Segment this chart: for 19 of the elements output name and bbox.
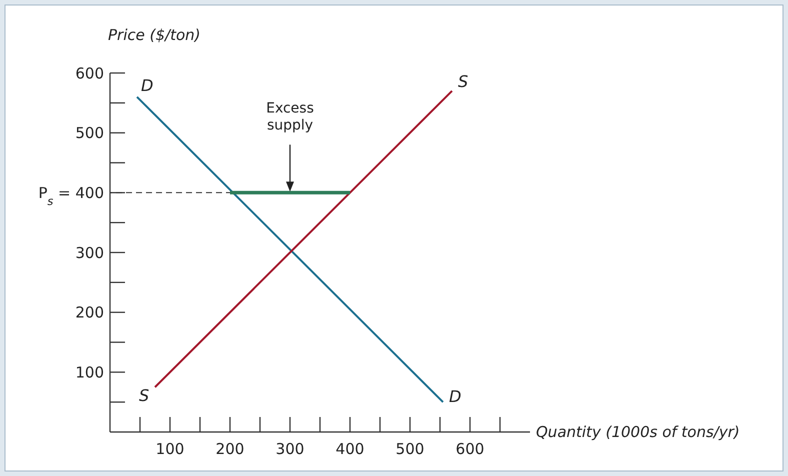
x-tick-label: 600	[456, 440, 484, 458]
y-axis-title: Price ($/ton)	[108, 26, 200, 44]
series-label: D	[141, 76, 154, 95]
text: D	[449, 387, 462, 406]
x-tick-label: 400	[336, 440, 364, 458]
text: S	[458, 72, 468, 91]
y-tick-label: 600	[75, 64, 104, 82]
x-tick-label: 100	[156, 440, 184, 458]
y-tick-label: P$_{s}$ = 400	[38, 184, 104, 208]
x-axis-title: Quantity (1000s of tons/yr)	[536, 423, 740, 441]
x-tick-label: 200	[216, 440, 244, 458]
y-tick-label: 100	[75, 363, 104, 382]
y-tick-label: 300	[75, 244, 104, 262]
series-label: S	[139, 386, 150, 406]
x-tick-label: 300	[276, 440, 304, 458]
x-tick-label: 500	[396, 440, 424, 458]
annotation: Excess supply	[266, 100, 314, 134]
y-tick-label: 200	[75, 304, 104, 322]
y-tick-label: 500	[75, 124, 104, 142]
